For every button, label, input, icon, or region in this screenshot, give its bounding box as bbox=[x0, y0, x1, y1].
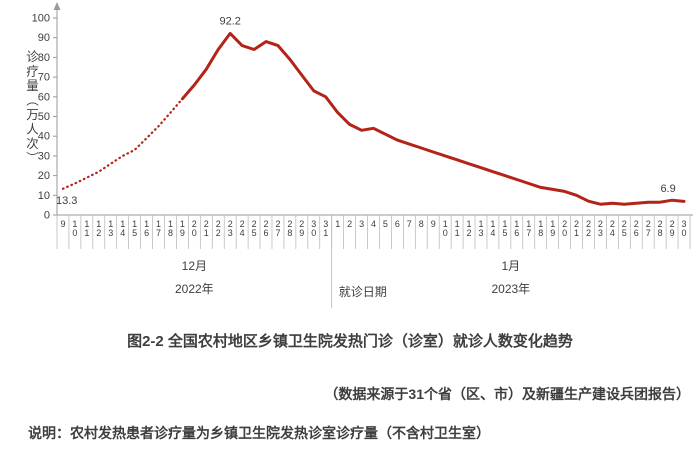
y-axis-arrow-icon bbox=[53, 2, 61, 10]
figure-note: 说明：农村发热患者诊疗量为乡镇卫生院发热诊室诊疗量（不含村卫生室） bbox=[28, 425, 490, 441]
y-tick-label: 40 bbox=[38, 131, 50, 143]
x-tick-label: 8 bbox=[419, 219, 424, 229]
y-tick-label: 50 bbox=[38, 111, 50, 123]
y-tick-label: 80 bbox=[38, 52, 50, 64]
month-label: 12月 bbox=[182, 259, 207, 273]
x-tick-label: 4 bbox=[371, 219, 376, 229]
y-axis-title: 诊疗量（万人次） bbox=[24, 50, 38, 166]
month-label: 1月 bbox=[502, 259, 521, 273]
x-tick-label: 5 bbox=[383, 219, 388, 229]
y-tick-label: 0 bbox=[44, 210, 50, 222]
y-tick-label: 90 bbox=[38, 32, 50, 44]
x-tick-label: 7 bbox=[407, 219, 412, 229]
x-axis-title: 就诊日期 bbox=[339, 285, 387, 299]
data-point-label: 92.2 bbox=[219, 15, 240, 27]
x-axis-day-labels: 9 1 01 11 21 31 41 51 61 71 81 92 02 12 22 32 42 52 62 72 82… bbox=[60, 219, 686, 238]
year-label: 2023年 bbox=[491, 282, 530, 296]
y-tick-label: 70 bbox=[38, 72, 50, 84]
series-solid-segment bbox=[180, 31, 686, 206]
data-source-note: （数据来源于31个省（区、市）及新疆生产建设兵团报告） bbox=[324, 386, 690, 402]
y-tick-label: 60 bbox=[38, 91, 50, 103]
figure-caption: 图2-2 全国农村地区乡镇卫生院发热门诊（诊室）就诊人数变化趋势 bbox=[127, 333, 573, 350]
x-tick-label: 9 bbox=[431, 219, 436, 229]
y-tick-label: 30 bbox=[38, 150, 50, 162]
y-tick-label: 20 bbox=[38, 170, 50, 182]
x-tick-label: 9 bbox=[60, 219, 65, 229]
y-tick-label: 10 bbox=[38, 190, 50, 202]
x-axis-month-labels: 12月 2022年 1月 2023年 就诊日期 bbox=[175, 215, 530, 308]
y-tick-label: 100 bbox=[32, 13, 50, 25]
year-label: 2022年 bbox=[175, 282, 214, 296]
axes: 0 10 20 30 40 50 60 70 80 90 100 bbox=[32, 2, 693, 249]
x-tick-label: 6 bbox=[395, 219, 400, 229]
x-tick-label: 3 bbox=[359, 219, 364, 229]
x-tick-label: 1 bbox=[335, 219, 340, 229]
series-dotted-segment bbox=[61, 97, 184, 190]
x-tick-label: 2 bbox=[347, 219, 352, 229]
data-point-label: 13.3 bbox=[56, 195, 77, 207]
data-point-label: 6.9 bbox=[660, 183, 675, 195]
